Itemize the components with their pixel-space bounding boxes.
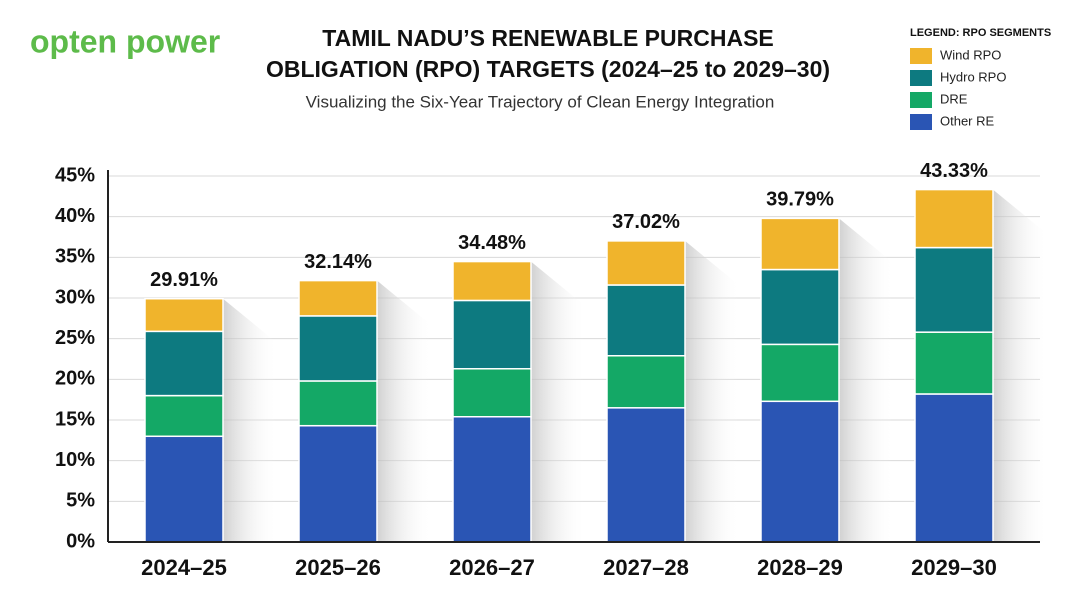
y-tick-label: 30% [55, 286, 95, 308]
bar-shadow [685, 240, 740, 543]
y-tick-label: 0% [66, 530, 95, 552]
y-tick-label: 45% [55, 164, 95, 186]
bar-segment [144, 394, 224, 438]
total-label: 39.79% [766, 189, 834, 211]
legend-title: LEGEND: RPO SEGMENTS [910, 27, 1051, 39]
y-tick-label: 15% [55, 408, 95, 430]
y-tick-label: 35% [55, 246, 95, 268]
bar-segment [760, 268, 840, 346]
x-tick-label: 2027–28 [603, 555, 689, 580]
bar-shadow [839, 218, 894, 542]
legend-label: Other RE [940, 113, 995, 128]
chart-title: TAMIL NADU’S RENEWABLE PURCHASE [322, 25, 774, 51]
bar-segment [914, 393, 994, 543]
y-tick-label: 40% [55, 205, 95, 227]
bar-segment [760, 217, 840, 271]
bar-segment [452, 415, 532, 543]
x-tick-label: 2026–27 [449, 555, 535, 580]
x-tick-label: 2025–26 [295, 555, 381, 580]
bar-segment [760, 343, 840, 403]
bar-segment [298, 279, 378, 317]
bar-segment [144, 330, 224, 397]
bar-segment [144, 297, 224, 333]
total-label: 32.14% [304, 251, 372, 273]
legend-swatch [910, 114, 932, 130]
total-label: 34.48% [458, 232, 526, 254]
bar-segment [452, 368, 532, 418]
chart-subtitle: Visualizing the Six-Year Trajectory of C… [306, 92, 775, 111]
legend-label: Hydro RPO [940, 69, 1006, 84]
bar-shadow [223, 298, 278, 542]
y-tick-label: 5% [66, 490, 95, 512]
bar-segment [452, 299, 532, 370]
bar-segment [606, 354, 686, 409]
bar-segment [914, 188, 994, 249]
brand-logo: opten power [30, 23, 220, 59]
bar-segment [298, 424, 378, 543]
legend-swatch [910, 48, 932, 64]
legend-label: Wind RPO [940, 47, 1001, 62]
x-tick-label: 2024–25 [141, 555, 227, 580]
y-tick-label: 10% [55, 449, 95, 471]
x-tick-label: 2028–29 [757, 555, 843, 580]
bar-segment [298, 380, 378, 427]
x-tick-label: 2029–30 [911, 555, 997, 580]
bar-segment [452, 260, 532, 302]
legend-swatch [910, 92, 932, 108]
bar-segment [606, 240, 686, 286]
bar-segment [914, 246, 994, 333]
bar-shadow [993, 189, 1048, 542]
chart-title: OBLIGATION (RPO) TARGETS (2024–25 to 202… [266, 56, 830, 82]
y-tick-label: 25% [55, 327, 95, 349]
bar-segment [144, 435, 224, 543]
total-label: 43.33% [920, 160, 988, 182]
total-label: 37.02% [612, 211, 680, 233]
bar-segment [914, 331, 994, 395]
bar-segment [298, 315, 378, 382]
bar-shadow [531, 261, 586, 542]
bar-segment [760, 400, 840, 543]
bar-segment [606, 407, 686, 543]
bar-segment [606, 284, 686, 357]
y-tick-label: 20% [55, 368, 95, 390]
legend-label: DRE [940, 91, 968, 106]
total-label: 29.91% [150, 269, 218, 291]
bar-shadow [377, 280, 432, 542]
legend-swatch [910, 70, 932, 86]
